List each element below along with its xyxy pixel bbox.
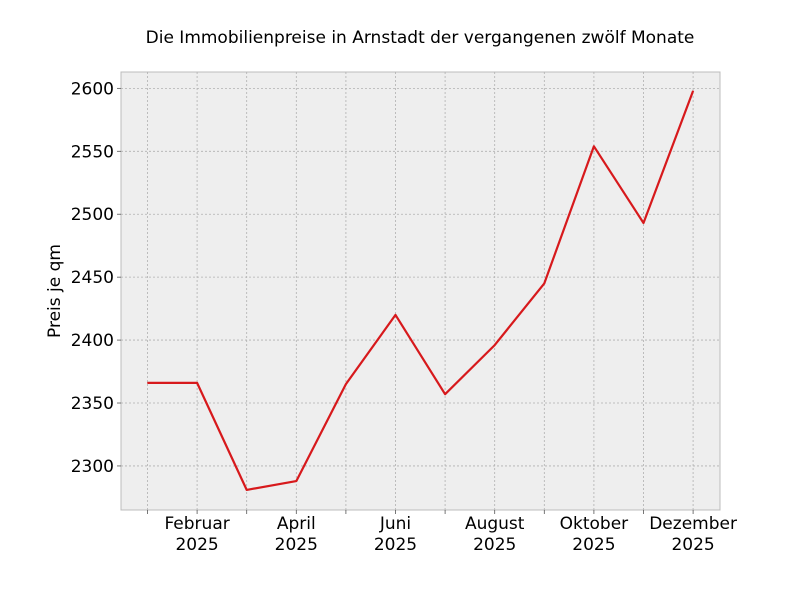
y-tick-label: 2500: [71, 205, 114, 225]
x-tick-label-year: 2025: [671, 535, 714, 555]
data-point: [395, 314, 396, 316]
data-point: [147, 382, 148, 384]
data-point: [295, 480, 297, 482]
data-point: [643, 222, 644, 224]
series-group: [147, 90, 695, 491]
data-point: [345, 383, 347, 385]
x-tick-label-month: Oktober: [560, 514, 629, 534]
x-tick-label-year: 2025: [275, 535, 318, 555]
y-tick-label: 2600: [71, 79, 114, 99]
data-point: [593, 145, 595, 147]
chart-title: Die Immobilienpreise in Arnstadt der ver…: [146, 28, 695, 48]
x-tick-label-year: 2025: [473, 535, 516, 555]
x-tick-label-month: August: [465, 514, 525, 534]
data-point: [444, 393, 446, 395]
data-point: [692, 90, 694, 92]
y-tick-label: 2300: [71, 457, 114, 477]
y-tick-label: 2550: [71, 142, 114, 162]
x-tick-label-month: April: [277, 514, 316, 534]
data-point: [543, 282, 545, 284]
y-tick-label: 2400: [71, 331, 114, 351]
x-tick-label-year: 2025: [374, 535, 417, 555]
series-line: [147, 90, 695, 491]
y-tick-label: 2450: [71, 268, 114, 288]
y-axis-ticks: 2300 2350 2400 2450 2500 2550 2600: [71, 79, 121, 477]
x-tick-label-month: Juni: [379, 514, 411, 534]
plot-area: [120, 71, 721, 511]
x-tick-label-month: Februar: [164, 514, 229, 534]
y-tick-label: 2350: [71, 394, 114, 414]
data-point: [196, 382, 198, 384]
x-tick-label-year: 2025: [572, 535, 615, 555]
data-point: [494, 344, 496, 346]
grid-lines: [121, 72, 720, 510]
data-point: [246, 489, 248, 491]
x-axis-ticks: Februar2025April2025Juni2025August2025Ok…: [147, 510, 737, 555]
y-axis-label: Preis je qm: [45, 244, 65, 338]
x-tick-label-year: 2025: [175, 535, 218, 555]
x-tick-label-month: Dezember: [649, 514, 737, 534]
